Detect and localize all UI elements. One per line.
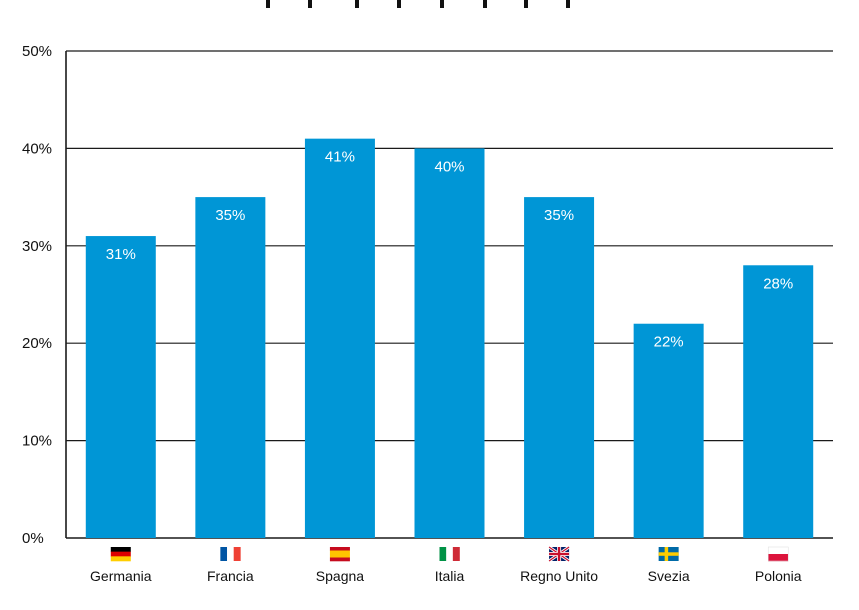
title-fragment: [308, 0, 312, 8]
bars: [85, 138, 814, 538]
y-tick-label: 0%: [22, 530, 44, 547]
germany-flag-icon: [110, 547, 131, 562]
x-tick-label: Germania: [90, 568, 152, 584]
data-label: 35%: [215, 207, 245, 224]
bar-spagna: [304, 138, 375, 538]
data-label: 22%: [654, 334, 684, 351]
uk-flag-icon: [548, 545, 570, 563]
y-tick-label: 30%: [22, 238, 52, 255]
cropped-title: [266, 0, 570, 8]
title-fragment: [397, 0, 401, 8]
x-tick-label: Italia: [435, 568, 465, 584]
title-fragment: [266, 0, 270, 8]
title-fragment: [524, 0, 528, 8]
y-tick-label: 40%: [22, 140, 52, 157]
data-label: 40%: [434, 158, 464, 175]
labels: 0% 10% 20% 30% 40% 50% 31% Germania 35% Francia 41…: [22, 43, 802, 584]
title-fragment: [483, 0, 487, 8]
x-tick-label: Polonia: [755, 568, 802, 584]
x-tick-label: Svezia: [648, 568, 690, 584]
y-tick-label: 20%: [22, 335, 52, 352]
data-label: 35%: [544, 207, 574, 224]
title-fragment: [440, 0, 444, 8]
italy-flag-icon: [439, 547, 460, 561]
bar-polonia: [743, 265, 814, 538]
bar-francia: [195, 197, 266, 538]
bar-svezia: [633, 323, 704, 538]
data-label: 28%: [763, 275, 793, 292]
title-fragment: [566, 0, 570, 8]
data-label: 31%: [106, 246, 136, 263]
y-tick-label: 50%: [22, 43, 52, 60]
bar-regno-unito: [524, 197, 595, 538]
x-tick-label: Francia: [207, 568, 254, 584]
x-tick-label: Regno Unito: [520, 568, 598, 584]
title-fragment: [355, 0, 359, 8]
x-tick-label: Spagna: [316, 568, 364, 584]
spain-flag-icon: [329, 547, 350, 562]
france-flag-icon: [220, 547, 241, 561]
bar-italia: [414, 148, 485, 538]
bar-germania: [85, 236, 156, 538]
data-label: 41%: [325, 149, 355, 166]
sweden-flag-icon: [658, 547, 679, 561]
y-tick-label: 10%: [22, 433, 52, 450]
poland-flag-icon: [767, 546, 789, 562]
